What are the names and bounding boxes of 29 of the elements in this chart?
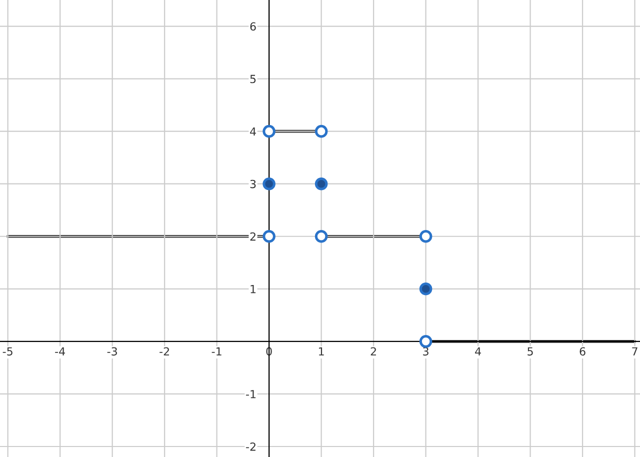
x-tick-label: 3 [423,347,428,356]
y-tick-label: 5 [250,74,256,84]
point [262,177,276,190]
point [262,230,276,243]
point [262,124,276,138]
y-tick-label: 4 [250,127,256,136]
y-tick-label: -2 [246,442,256,451]
point [419,335,432,348]
point [419,282,432,296]
x-tick-label: 5 [528,347,533,356]
x-tick-label: 7 [632,347,638,356]
point [419,230,432,243]
point [314,124,328,138]
y-tick-label: 6 [250,22,256,31]
x-tick-label: -3 [107,347,117,356]
x-tick-label: -5 [2,347,12,356]
y-tick-label: -1 [246,390,256,398]
x-tick-label: -1 [212,347,222,356]
x-tick-label: -4 [55,347,65,356]
x-tick-label: 2 [370,347,376,356]
x-tick-label: 4 [475,347,481,356]
y-tick-label: 3 [250,180,256,188]
point [314,230,328,243]
y-tick-label: 1 [250,285,256,294]
x-tick-label: 1 [318,347,324,356]
x-tick-label: -2 [160,347,169,356]
y-tick-label: 2 [250,232,256,241]
point [314,177,328,190]
x-tick-label: 6 [580,347,586,356]
